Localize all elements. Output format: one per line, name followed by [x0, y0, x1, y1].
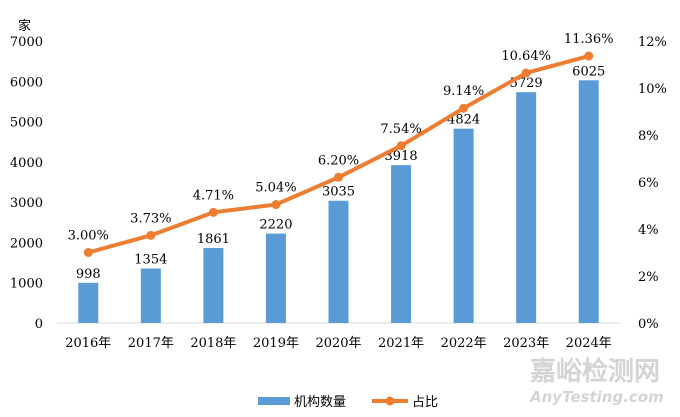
legend: 机构数量 占比 [258, 395, 438, 410]
y2-tick-label: 8% [638, 129, 659, 144]
bar-data-label: 1861 [197, 232, 230, 247]
line-marker [396, 141, 406, 151]
bar [578, 80, 599, 324]
line-data-label: 5.04% [255, 181, 296, 196]
y2-tick-label: 10% [638, 82, 667, 97]
y-tick-label: 0 [35, 317, 43, 332]
y2-tick-label: 12% [638, 35, 667, 50]
line-marker [459, 103, 469, 113]
bar-data-label: 3918 [385, 149, 418, 164]
line-data-label: 10.64% [501, 49, 551, 64]
x-tick-label: 2019年 [253, 336, 299, 351]
bar-data-label: 1354 [134, 252, 167, 267]
line-data-label: 6.20% [318, 153, 359, 168]
y-tick-label: 3000 [10, 196, 43, 211]
bar-data-label: 4824 [447, 113, 480, 128]
bar-data-label: 5729 [510, 76, 543, 91]
bar [140, 268, 161, 323]
y2-tick-label: 0% [638, 317, 659, 332]
y-tick-label: 1000 [10, 277, 43, 292]
x-tick-label: 2018年 [190, 336, 236, 351]
bar [265, 233, 286, 323]
x-tick-label: 2020年 [315, 336, 361, 351]
x-tick-label: 2016年 [65, 336, 111, 351]
bar [203, 248, 224, 323]
bar-data-label: 6025 [572, 64, 605, 79]
y-axis-label: 家 [18, 18, 31, 34]
line-data-label: 3.73% [130, 211, 171, 226]
x-tick-label: 2017年 [128, 336, 174, 351]
y2-tick-label: 6% [638, 176, 659, 191]
x-tick-label: 2024年 [566, 336, 612, 351]
x-tick-label: 2021年 [378, 336, 424, 351]
x-tick-label: 2022年 [441, 336, 487, 351]
y2-tick-label: 2% [638, 270, 659, 285]
line-marker [271, 200, 281, 210]
legend-line-marker [385, 396, 395, 406]
y-tick-label: 4000 [10, 156, 43, 171]
line-data-label: 11.36% [564, 32, 614, 47]
y-tick-label: 2000 [10, 236, 43, 251]
legend-bar-label: 机构数量 [294, 395, 346, 410]
y-tick-label: 5000 [10, 116, 43, 131]
legend-bar-swatch [258, 397, 290, 405]
bar [391, 165, 412, 323]
watermark-url: AnyTesting.com [529, 388, 664, 406]
line-data-label: 3.00% [68, 229, 109, 244]
bar-data-label: 3035 [322, 185, 355, 200]
legend-line-label: 占比 [412, 395, 438, 410]
line-marker [584, 51, 594, 61]
line-marker [334, 172, 343, 182]
y2-tick-label: 4% [638, 223, 659, 238]
bar-data-label: 998 [76, 267, 101, 282]
line-marker [146, 230, 156, 240]
line-data-label: 9.14% [443, 84, 484, 99]
line-data-label: 7.54% [380, 122, 421, 137]
x-tick-label: 2023年 [503, 336, 549, 351]
line-data-label: 4.71% [193, 188, 234, 203]
watermark-text: 嘉峪检测网 [530, 356, 660, 387]
bar [453, 128, 474, 323]
bar [328, 200, 349, 323]
line-marker [83, 248, 93, 257]
line-marker [521, 68, 531, 78]
y-tick-label: 7000 [10, 35, 43, 50]
bar-data-label: 2220 [259, 218, 292, 233]
bar [78, 282, 99, 323]
line-marker [208, 207, 218, 217]
bar [516, 92, 537, 323]
y-tick-label: 6000 [10, 75, 43, 90]
